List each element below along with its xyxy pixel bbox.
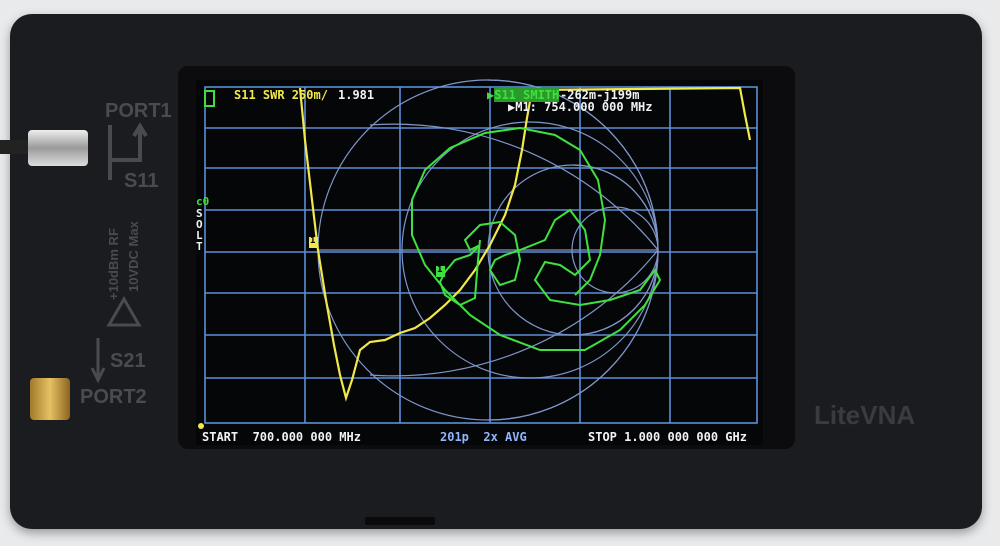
port2-label: PORT2 xyxy=(80,386,147,408)
start-frequency[interactable]: START 700.000 000 MHz xyxy=(202,430,361,444)
cal-letter-t: T xyxy=(196,240,203,253)
s11-label: S11 xyxy=(124,170,159,192)
trace1-label[interactable]: S11 SWR 250m/ xyxy=(234,88,328,102)
marker-readout-text: M1: 754.000 000 MHz xyxy=(515,100,653,114)
stop-frequency[interactable]: STOP 1.000 000 000 GHz xyxy=(588,430,747,444)
marker-1-on-smith xyxy=(436,266,445,277)
cal-letter-s: S xyxy=(196,207,203,220)
port2-sma-connector xyxy=(30,378,70,420)
trace2-label-text: S11 SMITH xyxy=(494,88,560,102)
cal-letter-l: L xyxy=(196,229,203,242)
marker-readout[interactable]: ▶M1: 754.000 000 MHz xyxy=(508,100,653,114)
s11-smith-trace xyxy=(411,126,662,351)
s11-swr-trace xyxy=(298,86,752,402)
marker-label-1: 1 xyxy=(310,236,316,246)
usb-port xyxy=(365,517,435,525)
battery-icon xyxy=(204,90,215,107)
grid xyxy=(204,86,758,424)
port1-label: PORT1 xyxy=(105,100,172,122)
trace2-label[interactable]: ▶S11 SMITH xyxy=(487,88,560,102)
marker-1-on-swr xyxy=(309,237,318,248)
port1-s11-arrow-icon xyxy=(108,122,148,180)
trace1-value: 1.981 xyxy=(338,88,375,102)
cal-letter-o: O xyxy=(196,218,203,231)
port1-sma-connector xyxy=(0,126,90,172)
port2-s21-arrow-icon xyxy=(90,338,106,384)
calibration-status: c0 xyxy=(196,195,210,208)
points-average[interactable]: 201p 2x AVG xyxy=(440,430,527,444)
marker-label-1-smith: 1 xyxy=(437,265,443,275)
warning-triangle-icon xyxy=(106,296,142,327)
trace2-value: -262m-j199m xyxy=(560,88,640,102)
brand-logo: LiteVNA xyxy=(814,400,916,430)
start-point-dot xyxy=(198,423,204,429)
s21-label: S21 xyxy=(110,350,146,372)
